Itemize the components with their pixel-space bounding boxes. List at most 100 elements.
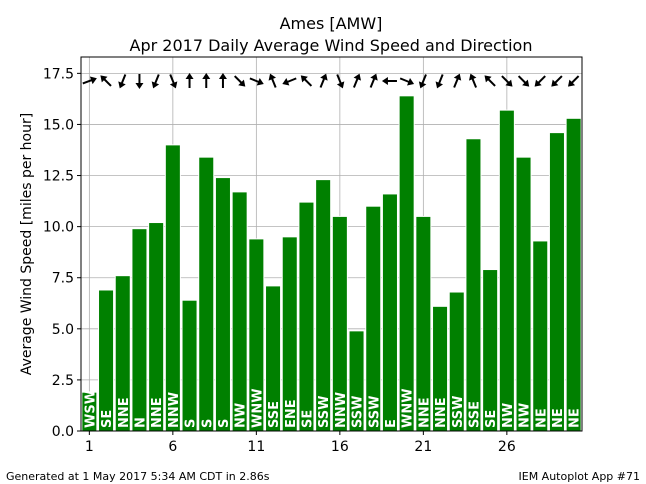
bar-day-27 <box>515 156 532 432</box>
wind-arrow-day-10 <box>233 75 246 87</box>
wind-arrow-day-2 <box>100 75 112 87</box>
footer-app-text: IEM Autoplot App #71 <box>518 470 641 483</box>
bar-day-26 <box>498 109 515 432</box>
bar-day-7 <box>181 299 198 432</box>
x-tick-label: 26 <box>498 439 516 455</box>
direction-label-day-20: WNW <box>401 388 416 428</box>
bars-group <box>81 95 582 432</box>
wind-arrow-day-21 <box>418 74 427 89</box>
y-tick-label: 5.0 <box>52 322 74 338</box>
plot-frame <box>80 56 583 432</box>
wind-arrow-day-8 <box>202 73 211 88</box>
direction-label-day-18: SSW <box>367 396 382 428</box>
wind-arrow-day-23 <box>453 73 462 88</box>
bar-day-4 <box>131 228 148 432</box>
direction-label-day-5: NNE <box>150 397 165 428</box>
y-tick-label: 17.5 <box>43 66 74 82</box>
direction-label-day-12: SSE <box>267 401 282 428</box>
y-axis-label: Average Wind Speed [miles per hour] <box>19 113 35 375</box>
direction-label-day-30: NE <box>568 408 583 428</box>
wind-arrow-day-26 <box>501 75 513 87</box>
direction-label-day-15: SSW <box>317 396 332 428</box>
bar-day-8 <box>198 156 215 432</box>
bar-day-10 <box>231 191 248 432</box>
direction-label-day-8: S <box>200 419 215 428</box>
y-tick-label: 12.5 <box>43 169 74 185</box>
x-tick-label: 11 <box>247 439 265 455</box>
bar-day-25 <box>482 269 499 432</box>
x-tick-label: 16 <box>331 439 349 455</box>
wind-arrow-day-15 <box>319 73 328 88</box>
wind-arrow-day-29 <box>551 75 563 87</box>
x-tick-label: 21 <box>414 439 432 455</box>
wind-arrow-day-13 <box>282 77 297 86</box>
bar-day-20 <box>398 95 415 432</box>
direction-label-day-29: NE <box>551 408 566 428</box>
wind-arrow-day-1 <box>82 76 97 85</box>
direction-label-day-19: E <box>384 419 399 428</box>
direction-label-day-9: S <box>217 419 232 428</box>
wind-arrow-day-11 <box>249 77 264 86</box>
wind-arrow-day-24 <box>468 73 477 88</box>
direction-label-day-4: N <box>133 417 148 428</box>
y-axis-ticks: 0.0 2.5 5.0 7.5 10.0 12.5 15.0 17.5 <box>43 66 81 440</box>
wind-arrow-day-3 <box>118 74 127 89</box>
direction-label-day-3: NNE <box>117 397 132 428</box>
wind-arrow-day-16 <box>336 74 345 89</box>
direction-label-day-22: NNE <box>434 397 449 428</box>
bar-day-29 <box>548 132 565 432</box>
wind-arrows-group <box>82 73 580 89</box>
direction-label-day-7: S <box>184 419 199 428</box>
wind-chart: Ames [AMW] Apr 2017 Daily Average Wind S… <box>19 14 583 455</box>
bar-day-19 <box>381 193 398 432</box>
direction-label-day-25: SE <box>484 410 499 428</box>
x-axis-ticks: 1 6 11 16 21 26 <box>85 431 516 455</box>
bar-day-14 <box>298 201 315 432</box>
y-tick-label: 15.0 <box>43 117 74 133</box>
direction-label-day-1: WSW <box>83 390 98 428</box>
wind-arrow-day-6 <box>169 74 178 89</box>
wind-arrow-day-5 <box>151 74 160 89</box>
bar-day-15 <box>315 179 332 432</box>
direction-label-day-27: NW <box>518 403 533 428</box>
direction-label-day-14: SE <box>300 410 315 428</box>
y-tick-label: 0.0 <box>52 424 74 440</box>
direction-label-day-21: NNE <box>417 397 432 428</box>
x-tick-label: 6 <box>168 439 177 455</box>
direction-label-day-28: NE <box>534 408 549 428</box>
wind-arrow-day-9 <box>218 73 227 88</box>
chart-title: Ames [AMW] <box>280 14 383 33</box>
direction-label-day-26: NW <box>501 403 516 428</box>
wind-arrow-day-14 <box>300 75 313 87</box>
wind-arrow-day-18 <box>369 73 378 88</box>
wind-arrow-day-12 <box>268 73 277 88</box>
y-tick-label: 7.5 <box>52 271 74 287</box>
direction-label-day-13: ENE <box>284 399 299 428</box>
wind-arrow-day-19 <box>381 77 397 85</box>
direction-label-day-11: WNW <box>250 388 265 428</box>
wind-arrow-day-7 <box>185 73 194 88</box>
direction-label-day-16: NNW <box>334 392 349 428</box>
direction-label-day-6: NNW <box>167 392 182 428</box>
wind-arrow-day-27 <box>517 75 530 87</box>
wind-arrow-day-20 <box>399 77 415 86</box>
y-tick-label: 10.0 <box>43 220 74 236</box>
direction-label-day-23: SSW <box>451 396 466 428</box>
x-tick-label: 1 <box>85 439 94 455</box>
direction-label-day-17: SSW <box>351 396 366 428</box>
wind-arrow-day-30 <box>567 75 580 87</box>
bar-day-6 <box>164 144 181 432</box>
direction-labels-group: WSW SE NNE N NNE NNW S S S NW WNW SSE ENE SE SSW NNW SSW… <box>83 388 582 428</box>
chart-subtitle: Apr 2017 Daily Average Wind Speed and Di… <box>130 36 533 55</box>
bar-day-30 <box>565 117 582 432</box>
wind-arrow-day-22 <box>435 74 444 89</box>
wind-arrow-day-25 <box>484 75 496 87</box>
bar-day-28 <box>532 240 549 432</box>
wind-arrow-day-17 <box>353 73 362 88</box>
footer-generated-text: Generated at 1 May 2017 5:34 AM CDT in 2… <box>6 470 270 483</box>
direction-label-day-2: SE <box>100 410 115 428</box>
direction-label-day-24: SSE <box>467 401 482 428</box>
bar-day-9 <box>214 177 231 432</box>
bar-day-24 <box>465 138 482 432</box>
direction-label-day-10: NW <box>234 403 249 428</box>
